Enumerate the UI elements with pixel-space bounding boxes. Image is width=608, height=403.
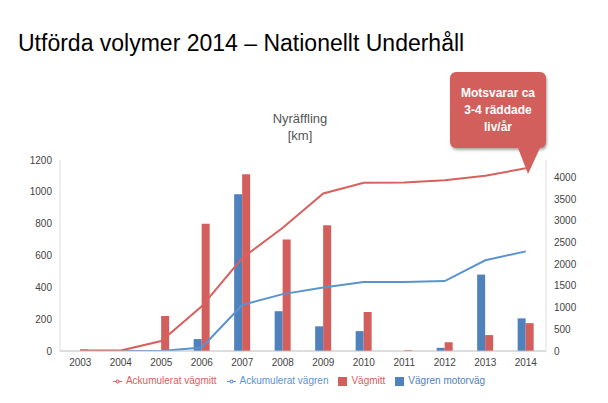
svg-text:2007: 2007	[231, 357, 254, 368]
svg-text:0: 0	[46, 346, 52, 357]
svg-text:1000: 1000	[30, 186, 53, 197]
svg-text:2008: 2008	[272, 357, 295, 368]
svg-text:2003: 2003	[69, 357, 92, 368]
svg-text:400: 400	[35, 282, 52, 293]
svg-text:2500: 2500	[554, 237, 577, 248]
svg-text:1200: 1200	[30, 155, 53, 166]
svg-text:2009: 2009	[312, 357, 335, 368]
svg-text:2006: 2006	[191, 357, 214, 368]
svg-text:2004: 2004	[110, 357, 133, 368]
html-text:Motsvarar ca 3-4 räddade liv/å: Motsvarar ca 3-4 räddade liv/år	[461, 85, 535, 134]
svg-text:2011: 2011	[393, 357, 415, 368]
html-text:Vägmitt: Vägmitt	[351, 375, 386, 386]
svg-text:2013: 2013	[474, 357, 497, 368]
svg-text:2000: 2000	[554, 259, 577, 270]
svg-text:500: 500	[554, 324, 571, 335]
svg-text:2014: 2014	[515, 357, 538, 368]
svg-text:0: 0	[554, 346, 560, 357]
svg-text:800: 800	[35, 218, 52, 229]
svg-text:2005: 2005	[150, 357, 173, 368]
html-text:Utförda volymer 2014 – Natione: Utförda volymer 2014 – Nationellt Underh…	[18, 30, 465, 56]
html-text:Ackumulerat vägmitt: Ackumulerat vägmitt	[125, 375, 217, 386]
svg-text:200: 200	[35, 314, 52, 325]
svg-text:600: 600	[35, 250, 52, 261]
svg-text:1500: 1500	[554, 280, 577, 291]
svg-text:4000: 4000	[554, 172, 577, 183]
html-text:[km]: [km]	[287, 128, 313, 143]
html-text:Ackumulerat vägren: Ackumulerat vägren	[239, 375, 329, 386]
html-text:Vägren motorväg: Vägren motorväg	[408, 375, 486, 386]
svg-text:3000: 3000	[554, 215, 577, 226]
html-text:Nyräffling: Nyräffling	[272, 111, 328, 126]
svg-text:2010: 2010	[353, 357, 376, 368]
svg-text:3500: 3500	[554, 194, 577, 205]
svg-text:2012: 2012	[434, 357, 457, 368]
svg-text:1000: 1000	[554, 302, 577, 313]
